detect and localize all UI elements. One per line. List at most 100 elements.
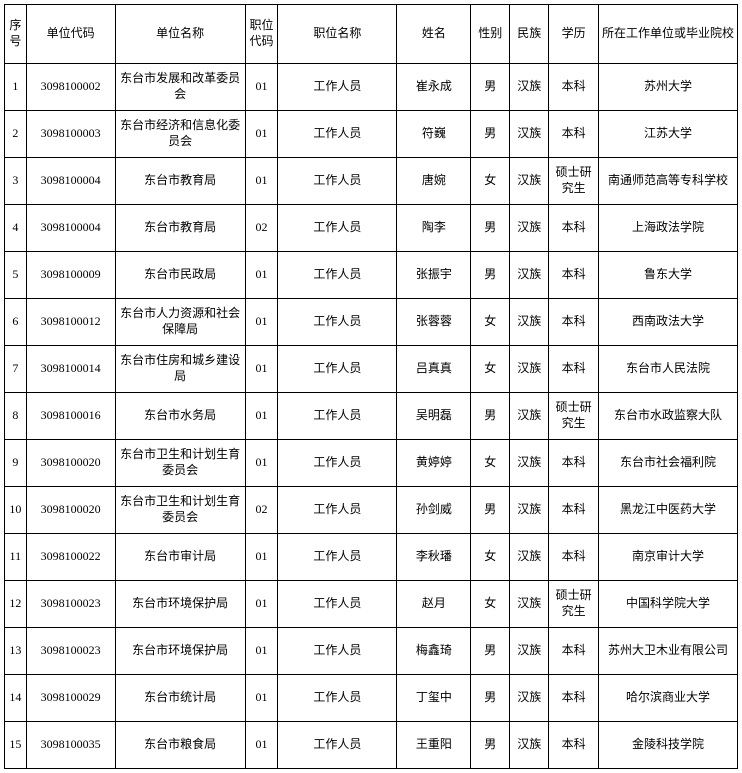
- cell: 西南政法大学: [599, 299, 738, 346]
- col-header-9: 所在工作单位或毕业院校: [599, 5, 738, 64]
- cell: 黑龙江中医药大学: [599, 487, 738, 534]
- cell: 02: [245, 487, 278, 534]
- cell: 男: [471, 393, 510, 440]
- cell: 东台市环境保护局: [115, 628, 245, 675]
- cell: 东台市粮食局: [115, 722, 245, 769]
- cell: 10: [5, 487, 27, 534]
- cell: 01: [245, 628, 278, 675]
- table-row: 133098100023东台市环境保护局01工作人员梅鑫琦男汉族本科苏州大卫木业…: [5, 628, 738, 675]
- cell: 男: [471, 64, 510, 111]
- cell: 本科: [549, 64, 599, 111]
- cell: 南京审计大学: [599, 534, 738, 581]
- cell: 南通师范高等专科学校: [599, 158, 738, 205]
- cell: 6: [5, 299, 27, 346]
- cell: 工作人员: [278, 487, 397, 534]
- cell: 吕真真: [397, 346, 471, 393]
- col-header-3: 职位代码: [245, 5, 278, 64]
- cell: 吴明磊: [397, 393, 471, 440]
- cell: 男: [471, 628, 510, 675]
- cell: 汉族: [510, 487, 549, 534]
- table-row: 93098100020东台市卫生和计划生育委员会01工作人员黄婷婷女汉族本科东台…: [5, 440, 738, 487]
- cell: 男: [471, 111, 510, 158]
- cell: 女: [471, 440, 510, 487]
- cell: 硕士研究生: [549, 158, 599, 205]
- cell: 3098100002: [26, 64, 115, 111]
- cell: 女: [471, 534, 510, 581]
- cell: 汉族: [510, 158, 549, 205]
- table-row: 83098100016东台市水务局01工作人员吴明磊男汉族硕士研究生东台市水政监…: [5, 393, 738, 440]
- cell: 黄婷婷: [397, 440, 471, 487]
- cell: 3098100016: [26, 393, 115, 440]
- cell: 3098100020: [26, 440, 115, 487]
- data-table: 序号单位代码单位名称职位代码职位名称姓名性别民族学历所在工作单位或毕业院校 13…: [4, 4, 738, 769]
- cell: 13: [5, 628, 27, 675]
- cell: 东台市住房和城乡建设局: [115, 346, 245, 393]
- cell: 中国科学院大学: [599, 581, 738, 628]
- cell: 2: [5, 111, 27, 158]
- cell: 3098100029: [26, 675, 115, 722]
- cell: 苏州大卫木业有限公司: [599, 628, 738, 675]
- cell: 01: [245, 581, 278, 628]
- cell: 苏州大学: [599, 64, 738, 111]
- cell: 本科: [549, 111, 599, 158]
- cell: 工作人员: [278, 64, 397, 111]
- cell: 工作人员: [278, 205, 397, 252]
- cell: 男: [471, 252, 510, 299]
- cell: 工作人员: [278, 393, 397, 440]
- cell: 男: [471, 675, 510, 722]
- cell: 东台市教育局: [115, 158, 245, 205]
- cell: 李秋璠: [397, 534, 471, 581]
- col-header-0: 序号: [5, 5, 27, 64]
- cell: 本科: [549, 252, 599, 299]
- cell: 本科: [549, 205, 599, 252]
- cell: 01: [245, 440, 278, 487]
- cell: 东台市环境保护局: [115, 581, 245, 628]
- cell: 7: [5, 346, 27, 393]
- cell: 男: [471, 722, 510, 769]
- cell: 硕士研究生: [549, 581, 599, 628]
- cell: 工作人员: [278, 158, 397, 205]
- cell: 3: [5, 158, 27, 205]
- cell: 3098100023: [26, 581, 115, 628]
- cell: 赵月: [397, 581, 471, 628]
- cell: 9: [5, 440, 27, 487]
- cell: 汉族: [510, 393, 549, 440]
- cell: 汉族: [510, 581, 549, 628]
- cell: 汉族: [510, 675, 549, 722]
- cell: 本科: [549, 487, 599, 534]
- cell: 崔永成: [397, 64, 471, 111]
- cell: 汉族: [510, 440, 549, 487]
- cell: 02: [245, 205, 278, 252]
- cell: 男: [471, 205, 510, 252]
- cell: 工作人员: [278, 299, 397, 346]
- cell: 3098100009: [26, 252, 115, 299]
- cell: 工作人员: [278, 628, 397, 675]
- cell: 3098100004: [26, 205, 115, 252]
- cell: 工作人员: [278, 346, 397, 393]
- cell: 女: [471, 158, 510, 205]
- cell: 孙剑威: [397, 487, 471, 534]
- cell: 鲁东大学: [599, 252, 738, 299]
- cell: 汉族: [510, 346, 549, 393]
- cell: 本科: [549, 722, 599, 769]
- cell: 东台市统计局: [115, 675, 245, 722]
- cell: 东台市审计局: [115, 534, 245, 581]
- cell: 3098100023: [26, 628, 115, 675]
- cell: 东台市水政监察大队: [599, 393, 738, 440]
- cell: 本科: [549, 675, 599, 722]
- cell: 硕士研究生: [549, 393, 599, 440]
- table-row: 33098100004东台市教育局01工作人员唐婉女汉族硕士研究生南通师范高等专…: [5, 158, 738, 205]
- cell: 东台市发展和改革委员会: [115, 64, 245, 111]
- cell: 汉族: [510, 64, 549, 111]
- table-row: 63098100012东台市人力资源和社会保障局01工作人员张蓉蓉女汉族本科西南…: [5, 299, 738, 346]
- cell: 11: [5, 534, 27, 581]
- cell: 梅鑫琦: [397, 628, 471, 675]
- cell: 男: [471, 487, 510, 534]
- cell: 01: [245, 111, 278, 158]
- table-row: 113098100022东台市审计局01工作人员李秋璠女汉族本科南京审计大学: [5, 534, 738, 581]
- cell: 01: [245, 675, 278, 722]
- cell: 3098100012: [26, 299, 115, 346]
- cell: 陶李: [397, 205, 471, 252]
- table-row: 43098100004东台市教育局02工作人员陶李男汉族本科上海政法学院: [5, 205, 738, 252]
- cell: 符巍: [397, 111, 471, 158]
